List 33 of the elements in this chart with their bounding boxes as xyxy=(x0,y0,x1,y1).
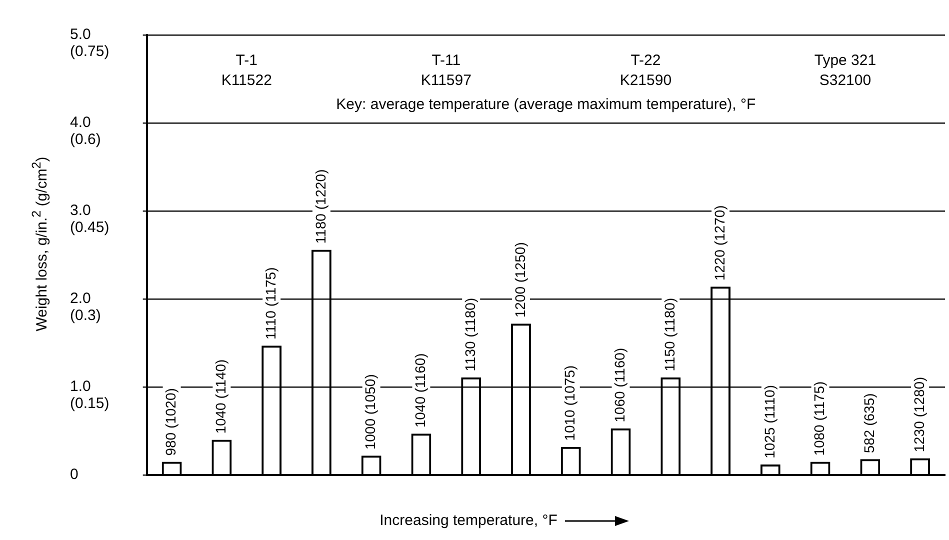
x-tick-label: 1180 (1220) xyxy=(312,169,328,244)
y2-tick-label: (0.45) xyxy=(70,219,110,236)
x-tick-label: 1010 (1075) xyxy=(562,365,578,441)
annotation: T-1 K11522 xyxy=(221,52,272,90)
x-tick-label: 1040 (1140) xyxy=(212,359,229,434)
annotation: Type 321 S32100 xyxy=(814,52,876,90)
y2-tick-label: (0.3) xyxy=(70,307,101,324)
y-tick-label: 0 xyxy=(70,466,78,484)
y2-tick-label: (0.6) xyxy=(70,131,101,148)
x-tick-label: 980 (1020) xyxy=(162,388,179,456)
y-tick-label: 1.0 xyxy=(70,378,91,396)
y2-tick-label: (0.75) xyxy=(70,43,110,60)
x-tick-label: 1000 (1050) xyxy=(362,374,378,450)
x-axis-title: Increasing temperature, °F xyxy=(380,512,558,529)
annotation: Key: average temperature (average maximum temperature), °F xyxy=(336,96,756,114)
x-tick-label: 1150 (1180) xyxy=(661,298,678,372)
annotation: T-22 K21590 xyxy=(620,52,672,90)
x-tick-label: 1080 (1175) xyxy=(811,381,828,456)
y-tick-label: 4.0 xyxy=(70,114,91,132)
x-tick-label: 1200 (1250) xyxy=(512,242,528,318)
y2-tick-label: (0.15) xyxy=(70,395,110,412)
x-tick-label: 1220 (1270) xyxy=(711,205,728,281)
annotation: T-11 K11597 xyxy=(420,52,472,90)
x-tick-label: 1230 (1280) xyxy=(910,376,927,452)
x-tick-label: 1110 (1175) xyxy=(262,267,278,340)
x-tick-label: 1025 (1110) xyxy=(761,385,778,458)
x-tick-label: 582 (635) xyxy=(861,393,878,454)
x-tick-label: 1060 (1160) xyxy=(612,348,628,422)
y-tick-label: 3.0 xyxy=(70,202,91,220)
y-tick-label: 2.0 xyxy=(70,290,91,308)
x-tick-label: 1040 (1160) xyxy=(412,353,428,428)
x-tick-label: 1130 (1180) xyxy=(462,298,478,372)
y-tick-label: 5.0 xyxy=(70,26,91,44)
